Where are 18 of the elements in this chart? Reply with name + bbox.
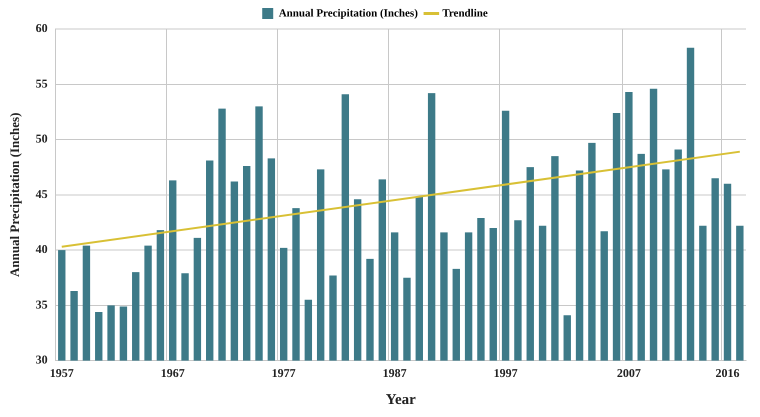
y-tick-label: 60 (36, 21, 48, 36)
y-tick-label: 55 (36, 76, 48, 90)
x-tick-label: 2007 (616, 366, 641, 380)
x-axis-title: Year (386, 392, 416, 408)
y-tick-label: 45 (36, 186, 48, 201)
x-tick-label: 2016 (716, 366, 740, 380)
y-tick-label: 40 (36, 242, 48, 256)
x-tick-label: 1977 (272, 366, 296, 380)
x-tick-label: 1987 (382, 366, 407, 380)
legend-label: Annual Precipitation (Inches) (278, 7, 418, 20)
x-tick-label: 1957 (50, 366, 74, 380)
x-tick-label: 1967 (160, 366, 185, 380)
x-tick-label: 1997 (494, 366, 518, 380)
y-tick-label: 50 (36, 132, 48, 146)
y-tick-label: 30 (36, 352, 48, 367)
legend-label: Trendline (442, 7, 488, 20)
y-axis-title: Annual Precipitation (Inches) (7, 112, 22, 278)
y-tick-label: 35 (36, 297, 48, 312)
